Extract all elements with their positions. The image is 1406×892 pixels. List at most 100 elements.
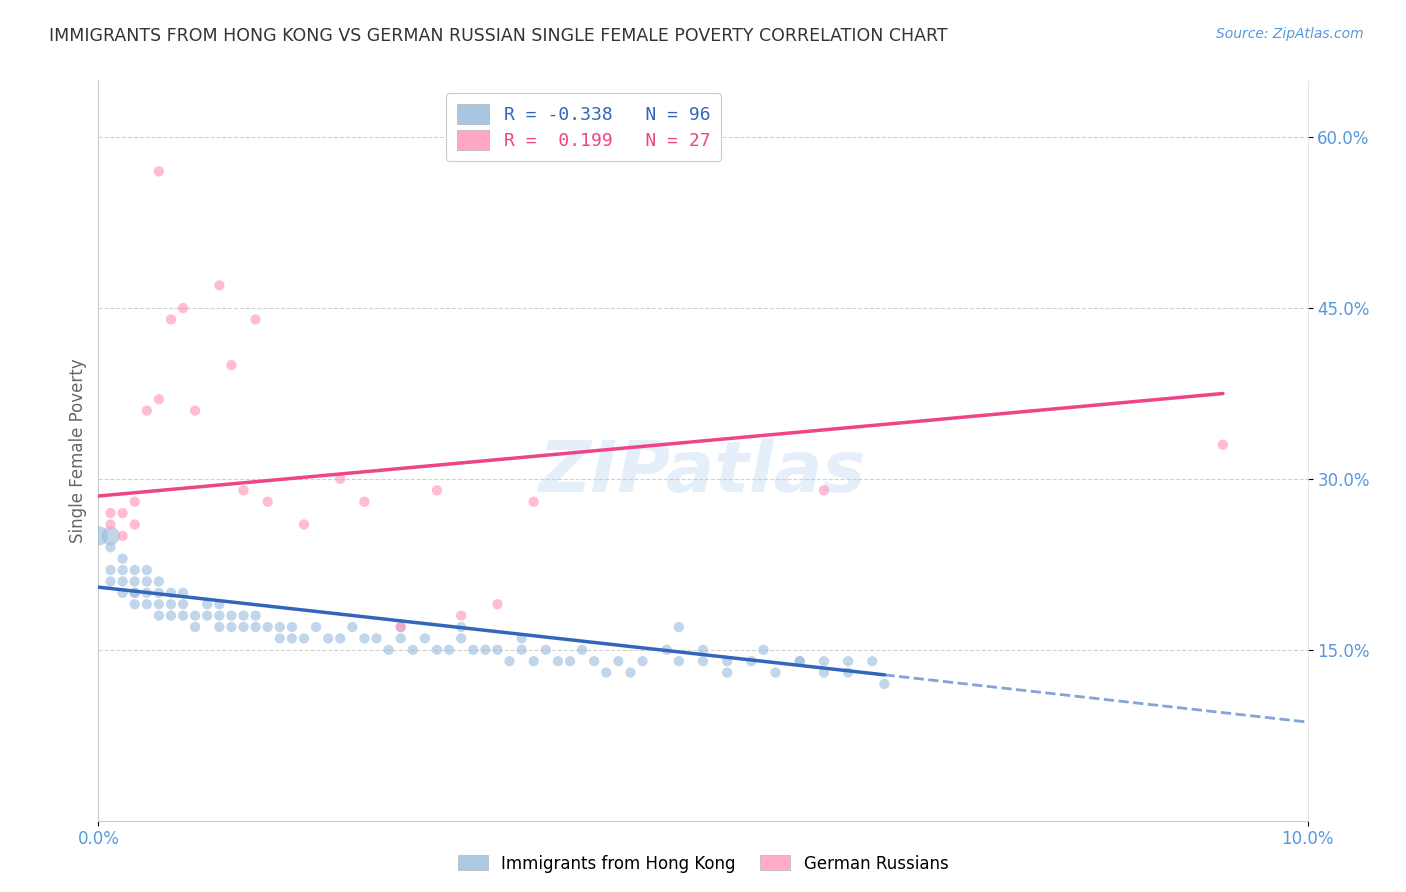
Point [595, 665, 617, 680]
Point [329, 472, 352, 486]
Point [221, 620, 243, 634]
Point [160, 597, 183, 611]
Point [124, 586, 146, 600]
Legend: R = -0.338   N = 96, R =  0.199   N = 27: R = -0.338 N = 96, R = 0.199 N = 27 [446, 93, 721, 161]
Point [148, 574, 170, 589]
Point [100, 563, 122, 577]
Point [329, 632, 352, 646]
Point [87, 529, 110, 543]
Point [124, 597, 146, 611]
Point [195, 597, 218, 611]
Text: ZIPatlas: ZIPatlas [540, 438, 866, 508]
Point [269, 620, 291, 634]
Point [111, 563, 134, 577]
Point [245, 608, 267, 623]
Point [765, 665, 787, 680]
Point [221, 358, 243, 372]
Point [837, 654, 859, 668]
Point [510, 632, 533, 646]
Point [148, 597, 170, 611]
Point [413, 632, 436, 646]
Point [389, 620, 412, 634]
Point [1212, 438, 1234, 452]
Point [716, 665, 738, 680]
Point [292, 517, 315, 532]
Point [111, 574, 134, 589]
Point [813, 483, 835, 498]
Point [148, 586, 170, 600]
Point [100, 574, 122, 589]
Point [523, 654, 546, 668]
Point [148, 164, 170, 178]
Point [366, 632, 388, 646]
Point [100, 517, 122, 532]
Point [474, 642, 496, 657]
Point [232, 608, 254, 623]
Point [789, 654, 811, 668]
Point [184, 403, 207, 417]
Point [208, 278, 231, 293]
Point [292, 632, 315, 646]
Legend: Immigrants from Hong Kong, German Russians: Immigrants from Hong Kong, German Russia… [451, 848, 955, 880]
Point [245, 312, 267, 326]
Point [377, 642, 399, 657]
Point [316, 632, 339, 646]
Point [124, 574, 146, 589]
Point [631, 654, 654, 668]
Point [111, 551, 134, 566]
Point [232, 620, 254, 634]
Point [668, 654, 690, 668]
Point [160, 312, 183, 326]
Point [716, 654, 738, 668]
Point [789, 654, 811, 668]
Point [111, 529, 134, 543]
Point [873, 677, 896, 691]
Point [752, 642, 775, 657]
Point [148, 608, 170, 623]
Point [860, 654, 883, 668]
Point [232, 483, 254, 498]
Point [135, 574, 157, 589]
Point [813, 654, 835, 668]
Point [486, 597, 509, 611]
Point [583, 654, 606, 668]
Point [402, 642, 425, 657]
Y-axis label: Single Female Poverty: Single Female Poverty [69, 359, 87, 542]
Point [172, 586, 194, 600]
Point [195, 608, 218, 623]
Point [221, 608, 243, 623]
Point [172, 608, 194, 623]
Point [184, 620, 207, 634]
Point [426, 642, 449, 657]
Point [534, 642, 557, 657]
Text: IMMIGRANTS FROM HONG KONG VS GERMAN RUSSIAN SINGLE FEMALE POVERTY CORRELATION CH: IMMIGRANTS FROM HONG KONG VS GERMAN RUSS… [49, 27, 948, 45]
Point [558, 654, 581, 668]
Point [100, 529, 122, 543]
Point [111, 586, 134, 600]
Point [523, 494, 546, 508]
Point [305, 620, 328, 634]
Point [450, 632, 472, 646]
Point [655, 642, 678, 657]
Point [486, 642, 509, 657]
Point [437, 642, 460, 657]
Point [389, 632, 412, 646]
Point [256, 620, 278, 634]
Point [463, 642, 485, 657]
Point [111, 506, 134, 520]
Point [135, 563, 157, 577]
Point [342, 620, 364, 634]
Point [184, 608, 207, 623]
Point [619, 665, 641, 680]
Point [668, 620, 690, 634]
Point [692, 654, 714, 668]
Point [498, 654, 520, 668]
Point [124, 517, 146, 532]
Point [837, 665, 859, 680]
Point [124, 563, 146, 577]
Point [813, 665, 835, 680]
Point [547, 654, 569, 668]
Point [148, 392, 170, 407]
Point [100, 506, 122, 520]
Point [450, 620, 472, 634]
